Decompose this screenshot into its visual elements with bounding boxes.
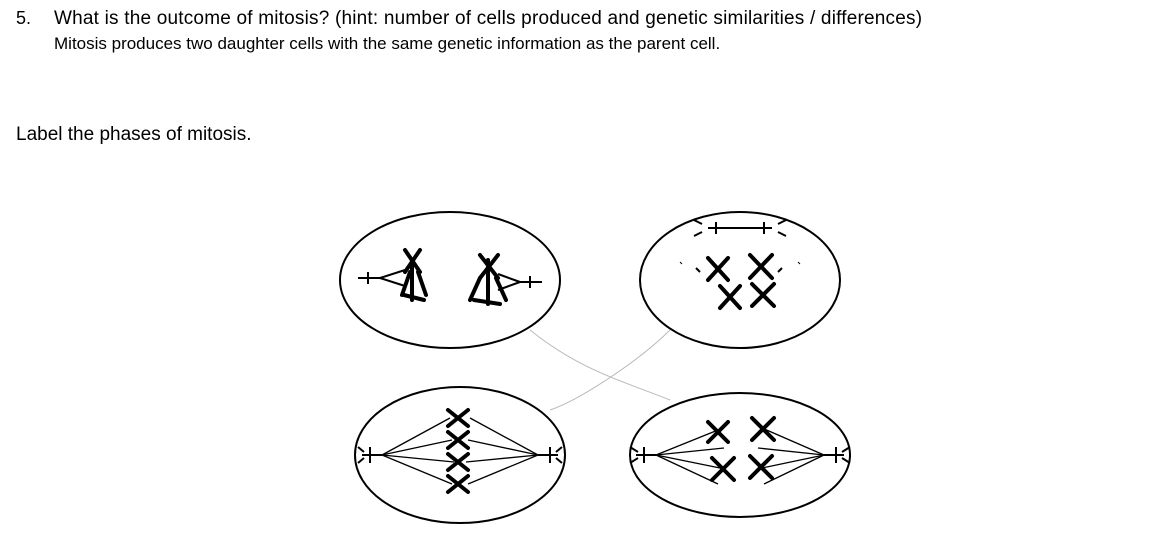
- mitosis-diagram: [320, 200, 920, 550]
- label-instruction: Label the phases of mitosis.: [16, 124, 1139, 146]
- question-prompt: What is the outcome of mitosis? (hint: n…: [54, 8, 922, 30]
- cell-prophase: [640, 212, 840, 348]
- connector-arcs: [530, 330, 670, 410]
- question-number: 5.: [16, 8, 54, 29]
- cell-prometaphase: [630, 393, 850, 517]
- worksheet-page: 5. What is the outcome of mitosis? (hint…: [0, 0, 1155, 547]
- cell-metaphase: [355, 387, 565, 523]
- question-answer: Mitosis produces two daughter cells with…: [54, 34, 1139, 54]
- cell-anaphase: [340, 212, 560, 348]
- question-row: 5. What is the outcome of mitosis? (hint…: [16, 8, 1139, 30]
